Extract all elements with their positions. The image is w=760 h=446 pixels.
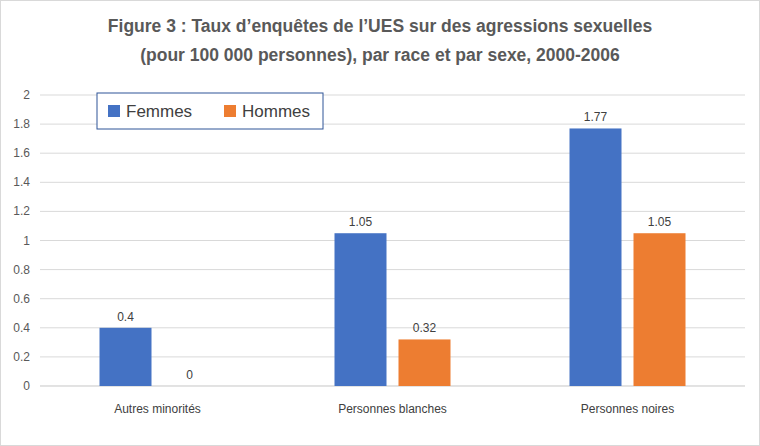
legend-label: Hommes bbox=[242, 102, 310, 121]
y-tick-label: 0.8 bbox=[13, 263, 30, 277]
grid-line bbox=[40, 153, 745, 154]
legend-box bbox=[97, 93, 323, 129]
chart-frame bbox=[1, 1, 760, 446]
chart: 0 0.2 0.4 0.6 0.8 1 1.2 1.4 1.6 1.8 2 Autres minori… bbox=[0, 0, 760, 446]
data-label: 0 bbox=[186, 368, 193, 382]
y-tick-label: 1.4 bbox=[13, 175, 30, 189]
bar bbox=[570, 128, 622, 386]
bar bbox=[634, 233, 686, 386]
bar bbox=[164, 386, 216, 387]
y-tick-label: 2 bbox=[23, 88, 30, 102]
data-label: 1.77 bbox=[584, 110, 608, 124]
y-tick-label: 0 bbox=[23, 379, 30, 393]
data-label: 0.4 bbox=[117, 310, 134, 324]
bars bbox=[100, 128, 686, 386]
grid-line bbox=[40, 211, 745, 212]
y-tick-label: 1.2 bbox=[13, 204, 30, 218]
y-tick-label: 1.6 bbox=[13, 146, 30, 160]
x-tick-label: Personnes blanches bbox=[338, 402, 447, 416]
legend-swatch bbox=[108, 105, 120, 117]
y-tick-label: 1 bbox=[23, 234, 30, 248]
data-label: 0.32 bbox=[413, 321, 437, 335]
grid-line bbox=[40, 182, 745, 183]
chart-title: Figure 3 : Taux d’enquêtes de l’UES sur … bbox=[90, 12, 670, 70]
data-label: 1.05 bbox=[349, 215, 373, 229]
bar bbox=[399, 339, 451, 386]
x-tick-label: Autres minorités bbox=[114, 402, 201, 416]
y-tick-label: 1.8 bbox=[13, 117, 30, 131]
y-tick-label: 0.4 bbox=[13, 321, 30, 335]
x-tick-label: Personnes noires bbox=[581, 402, 674, 416]
legend-label: Femmes bbox=[126, 102, 192, 121]
legend: Femmes Hommes bbox=[97, 93, 323, 129]
data-label: 1.05 bbox=[648, 215, 672, 229]
legend-swatch bbox=[224, 105, 236, 117]
bar bbox=[335, 233, 387, 386]
bar bbox=[100, 328, 152, 386]
y-tick-label: 0.6 bbox=[13, 292, 30, 306]
y-tick-label: 0.2 bbox=[13, 350, 30, 364]
